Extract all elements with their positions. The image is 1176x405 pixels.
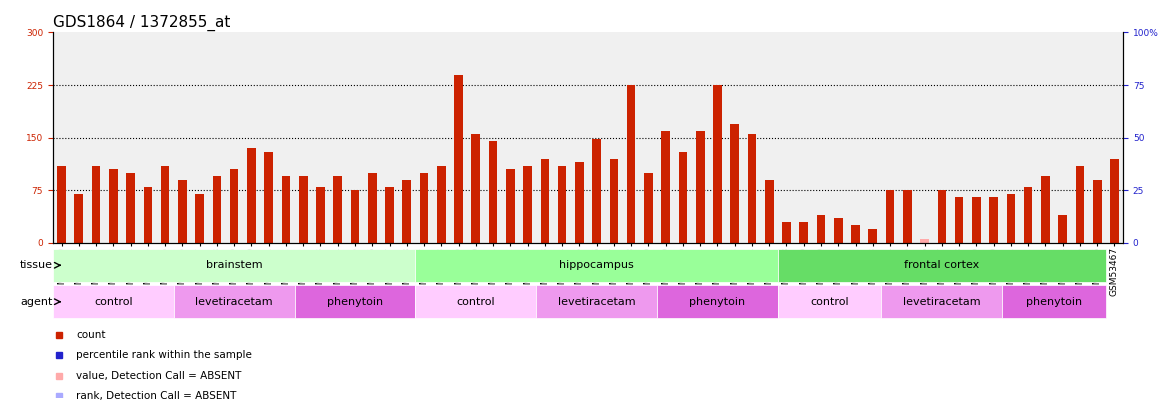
Bar — [1076, 166, 1084, 243]
FancyBboxPatch shape — [1002, 285, 1105, 318]
Text: control: control — [94, 297, 133, 307]
Text: levetiracetam: levetiracetam — [195, 297, 273, 307]
Bar — [1024, 187, 1033, 243]
Bar — [178, 180, 187, 243]
Bar — [782, 222, 790, 243]
Bar — [575, 162, 583, 243]
Bar — [1093, 180, 1102, 243]
Bar — [161, 166, 169, 243]
Bar — [523, 166, 532, 243]
Text: hippocampus: hippocampus — [560, 260, 634, 270]
Text: levetiracetam: levetiracetam — [903, 297, 981, 307]
Bar — [661, 131, 670, 243]
FancyBboxPatch shape — [536, 285, 657, 318]
Text: phenytoin: phenytoin — [327, 297, 383, 307]
FancyBboxPatch shape — [882, 285, 1002, 318]
Bar — [989, 197, 998, 243]
Bar — [764, 180, 774, 243]
Text: GDS1864 / 1372855_at: GDS1864 / 1372855_at — [53, 15, 230, 31]
Bar — [350, 190, 360, 243]
Bar — [800, 222, 808, 243]
FancyBboxPatch shape — [174, 285, 294, 318]
Bar — [368, 173, 376, 243]
Text: control: control — [810, 297, 849, 307]
Bar — [247, 148, 255, 243]
FancyBboxPatch shape — [415, 285, 536, 318]
Bar — [557, 166, 567, 243]
Text: count: count — [76, 330, 106, 340]
Bar — [973, 197, 981, 243]
Bar — [126, 173, 135, 243]
Text: rank, Detection Call = ABSENT: rank, Detection Call = ABSENT — [76, 391, 236, 401]
Text: value, Detection Call = ABSENT: value, Detection Call = ABSENT — [76, 371, 242, 381]
Text: phenytoin: phenytoin — [1025, 297, 1082, 307]
Bar — [109, 169, 118, 243]
Bar — [472, 134, 480, 243]
Bar — [696, 131, 704, 243]
Bar — [506, 169, 515, 243]
Bar — [143, 187, 152, 243]
Bar — [386, 187, 394, 243]
FancyBboxPatch shape — [777, 249, 1105, 282]
Bar — [713, 85, 722, 243]
Bar — [886, 190, 895, 243]
FancyBboxPatch shape — [777, 285, 882, 318]
Bar — [229, 169, 239, 243]
Bar — [437, 166, 446, 243]
Bar — [92, 166, 100, 243]
Bar — [903, 190, 911, 243]
Bar — [679, 152, 687, 243]
Bar — [955, 197, 963, 243]
Text: phenytoin: phenytoin — [689, 297, 746, 307]
Bar — [1007, 194, 1015, 243]
FancyBboxPatch shape — [415, 249, 777, 282]
Bar — [627, 85, 635, 243]
Bar — [834, 218, 842, 243]
Bar — [593, 139, 601, 243]
Bar — [609, 159, 619, 243]
Bar — [730, 124, 739, 243]
Bar — [869, 229, 877, 243]
Text: percentile rank within the sample: percentile rank within the sample — [76, 350, 253, 360]
FancyBboxPatch shape — [657, 285, 777, 318]
Bar — [1041, 176, 1050, 243]
Bar — [281, 176, 290, 243]
Bar — [816, 215, 826, 243]
Bar — [1058, 215, 1067, 243]
Bar — [58, 166, 66, 243]
Bar — [213, 176, 221, 243]
Text: levetiracetam: levetiracetam — [557, 297, 635, 307]
Bar — [265, 152, 273, 243]
Bar — [299, 176, 307, 243]
Bar — [402, 180, 412, 243]
Bar — [541, 159, 549, 243]
Bar — [1110, 159, 1118, 243]
Text: frontal cortex: frontal cortex — [904, 260, 980, 270]
Text: tissue: tissue — [20, 260, 53, 270]
Bar — [334, 176, 342, 243]
Bar — [921, 239, 929, 243]
Bar — [316, 187, 325, 243]
Bar — [489, 141, 497, 243]
FancyBboxPatch shape — [53, 285, 174, 318]
Bar — [748, 134, 756, 243]
Text: brainstem: brainstem — [206, 260, 262, 270]
Bar — [74, 194, 83, 243]
Bar — [420, 173, 428, 243]
FancyBboxPatch shape — [294, 285, 415, 318]
Text: agent: agent — [20, 297, 53, 307]
Bar — [937, 190, 947, 243]
Bar — [454, 75, 463, 243]
Text: control: control — [456, 297, 495, 307]
Bar — [851, 226, 860, 243]
FancyBboxPatch shape — [53, 249, 415, 282]
Bar — [195, 194, 203, 243]
Bar — [644, 173, 653, 243]
